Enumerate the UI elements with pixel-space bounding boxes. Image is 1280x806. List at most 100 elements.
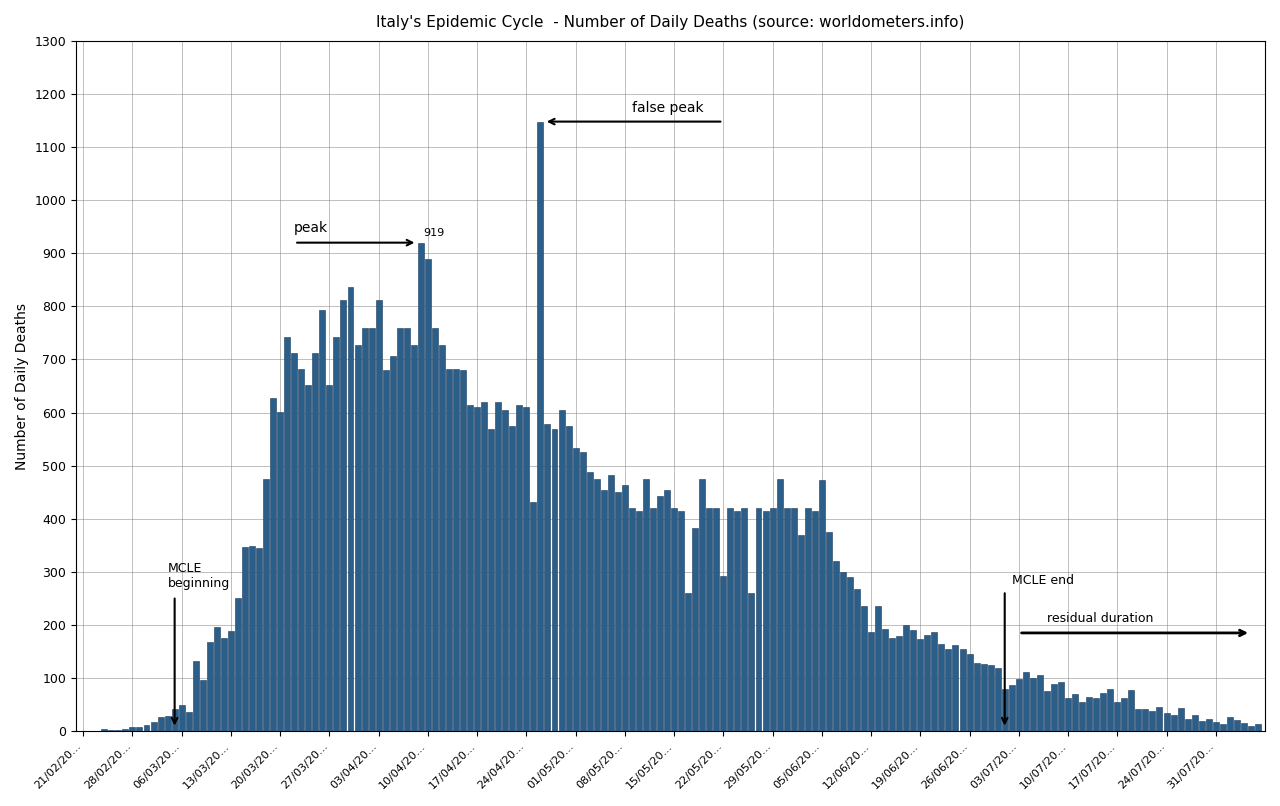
Bar xyxy=(805,508,810,731)
Bar xyxy=(207,642,212,731)
Bar xyxy=(228,631,234,731)
Bar xyxy=(1121,698,1128,731)
Bar xyxy=(755,508,762,731)
Bar xyxy=(403,327,410,731)
Bar xyxy=(854,589,860,731)
Bar xyxy=(453,368,460,731)
Bar xyxy=(320,310,325,731)
Text: MCLE
beginning: MCLE beginning xyxy=(168,563,230,591)
Bar xyxy=(347,287,353,731)
Bar xyxy=(1129,690,1134,731)
Bar xyxy=(340,300,347,731)
Bar xyxy=(833,561,838,731)
Bar xyxy=(671,508,677,731)
Bar xyxy=(129,728,136,731)
Bar xyxy=(284,337,291,731)
Bar xyxy=(1065,698,1071,731)
Bar xyxy=(389,356,396,731)
Bar xyxy=(1178,708,1184,731)
Bar xyxy=(664,490,669,731)
Bar xyxy=(375,300,381,731)
Bar xyxy=(1079,702,1085,731)
Bar xyxy=(495,402,502,731)
Bar xyxy=(713,508,719,731)
Bar xyxy=(270,398,276,731)
Text: false peak: false peak xyxy=(632,102,704,115)
Bar xyxy=(488,429,494,731)
Bar xyxy=(383,370,389,731)
Bar xyxy=(165,717,170,731)
Bar xyxy=(1037,675,1043,731)
Bar xyxy=(278,412,283,731)
Bar xyxy=(938,643,945,731)
Bar xyxy=(769,508,776,731)
Bar xyxy=(236,598,241,731)
Bar xyxy=(558,410,564,731)
Bar xyxy=(186,712,192,731)
Bar xyxy=(1248,726,1254,731)
Bar xyxy=(1164,713,1170,731)
Bar xyxy=(1009,685,1015,731)
Text: residual duration: residual duration xyxy=(1047,612,1153,625)
Bar xyxy=(586,472,593,731)
Bar xyxy=(361,327,367,731)
Bar xyxy=(1051,684,1057,731)
Bar xyxy=(530,502,536,731)
Bar xyxy=(826,532,832,731)
Bar xyxy=(727,508,733,731)
Bar xyxy=(242,547,248,731)
Bar xyxy=(1171,715,1176,731)
Bar xyxy=(298,368,305,731)
Bar xyxy=(918,639,923,731)
Bar xyxy=(600,490,607,731)
Bar xyxy=(819,480,824,731)
Text: peak: peak xyxy=(294,221,329,235)
Bar xyxy=(1073,694,1078,731)
Bar xyxy=(552,429,558,731)
Bar xyxy=(910,630,916,731)
Bar xyxy=(868,633,874,731)
Bar xyxy=(481,402,488,731)
Bar xyxy=(355,345,361,731)
Bar xyxy=(960,649,965,731)
Bar xyxy=(214,627,220,731)
Bar xyxy=(143,725,150,731)
Bar xyxy=(1002,689,1007,731)
Bar xyxy=(812,511,818,731)
Bar xyxy=(1044,692,1050,731)
Bar xyxy=(1135,709,1142,731)
Bar xyxy=(580,452,586,731)
Bar xyxy=(544,424,550,731)
Bar xyxy=(988,665,993,731)
Bar xyxy=(306,385,311,731)
Bar xyxy=(608,475,614,731)
Bar xyxy=(460,370,466,731)
Bar xyxy=(1220,724,1226,731)
Bar xyxy=(966,654,973,731)
Bar xyxy=(334,337,339,731)
Bar xyxy=(502,410,508,731)
Text: MCLE end: MCLE end xyxy=(1011,574,1074,587)
Bar xyxy=(995,668,1001,731)
Bar xyxy=(741,508,748,731)
Bar xyxy=(1192,715,1198,731)
Bar xyxy=(411,345,417,731)
Y-axis label: Number of Daily Deaths: Number of Daily Deaths xyxy=(15,302,29,470)
Bar xyxy=(735,511,740,731)
Bar xyxy=(749,592,754,731)
Bar xyxy=(566,426,572,731)
Bar xyxy=(896,636,902,731)
Bar xyxy=(200,679,206,731)
Bar xyxy=(783,508,790,731)
Bar xyxy=(1093,698,1100,731)
Bar xyxy=(157,717,164,731)
Bar xyxy=(763,511,768,731)
Bar xyxy=(622,484,628,731)
Bar xyxy=(614,492,621,731)
Title: Italy's Epidemic Cycle  - Number of Daily Deaths (source: worldometers.info): Italy's Epidemic Cycle - Number of Daily… xyxy=(376,15,965,30)
Bar xyxy=(397,327,403,731)
Bar xyxy=(974,663,979,731)
Bar xyxy=(326,385,333,731)
Bar xyxy=(123,729,128,731)
Bar xyxy=(721,575,726,731)
